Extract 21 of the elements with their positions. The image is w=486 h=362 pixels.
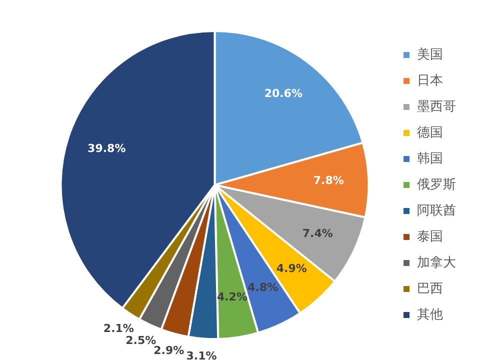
data-label: 3.1%	[186, 349, 217, 362]
legend-label: 加拿大	[417, 255, 456, 270]
data-label: 2.9%	[154, 344, 184, 357]
legend-label: 德国	[417, 125, 443, 140]
data-label: 39.8%	[88, 142, 126, 155]
data-label: 4.9%	[276, 262, 307, 275]
data-label: 2.1%	[103, 322, 134, 335]
legend-label: 俄罗斯	[417, 177, 456, 192]
legend-label: 墨西哥	[417, 99, 456, 114]
legend-label: 韩国	[417, 151, 443, 166]
legend-label: 其他	[417, 307, 443, 322]
legend-label: 巴西	[417, 281, 443, 296]
legend-label: 泰国	[417, 229, 443, 244]
data-label: 7.8%	[313, 174, 344, 188]
data-label: 4.8%	[248, 281, 278, 294]
data-label: 2.5%	[126, 334, 156, 347]
legend-label: 阿联酋	[417, 203, 456, 218]
data-label: 7.4%	[302, 226, 333, 240]
legend-label: 日本	[417, 73, 443, 88]
legend-label: 美国	[417, 46, 443, 62]
data-label: 20.6%	[264, 86, 302, 100]
